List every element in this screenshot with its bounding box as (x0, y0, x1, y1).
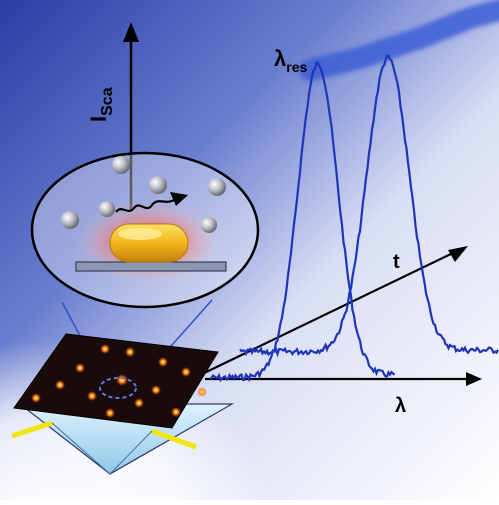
wavelength-axis-arrowhead (466, 372, 482, 386)
sample-slide (13, 333, 219, 429)
molecule-sphere (99, 201, 115, 217)
diffusion-arrowhead (170, 192, 188, 206)
wavelength-axis-label: λ (395, 395, 406, 417)
scattering-spot (151, 385, 161, 395)
spectra-band (299, 0, 499, 81)
spectrum-trace (239, 54, 499, 358)
scattering-spot (134, 398, 144, 408)
molecule-sphere (201, 217, 217, 233)
scattering-spot (100, 344, 110, 354)
gold-highlight (118, 228, 162, 240)
scattering-spot (105, 408, 115, 418)
scattering-spot (75, 363, 85, 373)
scattering-spot (158, 357, 168, 367)
scattering-spot (181, 367, 191, 377)
scattering-spot (197, 387, 207, 397)
scattering-spot (87, 391, 97, 401)
scattering-spot (116, 374, 128, 386)
scattering-spot (31, 393, 41, 403)
intensity-axis-label: ISca (86, 87, 116, 122)
sample-spots (31, 344, 207, 418)
scattering-spot (55, 380, 65, 390)
prism-edge (51, 422, 111, 475)
molecule-sphere (208, 178, 226, 196)
selected-particle-ring (99, 377, 137, 399)
diffusion-path (115, 199, 175, 213)
scattering-spot (125, 347, 135, 357)
prism-edge (109, 430, 153, 475)
molecule-sphere (61, 211, 79, 229)
time-axis-label: t (393, 251, 400, 273)
spectrum-curve-2 (239, 54, 499, 358)
intensity-axis-arrowhead (123, 22, 139, 42)
light-beam-out (151, 428, 197, 450)
light-beam-in (11, 420, 53, 439)
molecule-sphere (112, 156, 130, 174)
molecule-sphere (149, 176, 167, 194)
time-axis-arrowhead (448, 246, 468, 262)
spectrum-curve-1 (209, 61, 396, 383)
resonance-label: λres (274, 46, 307, 75)
substrate (75, 261, 227, 272)
scattering-spot (171, 407, 181, 417)
spectrum-trace (209, 61, 396, 383)
time-axis-line (199, 251, 456, 376)
